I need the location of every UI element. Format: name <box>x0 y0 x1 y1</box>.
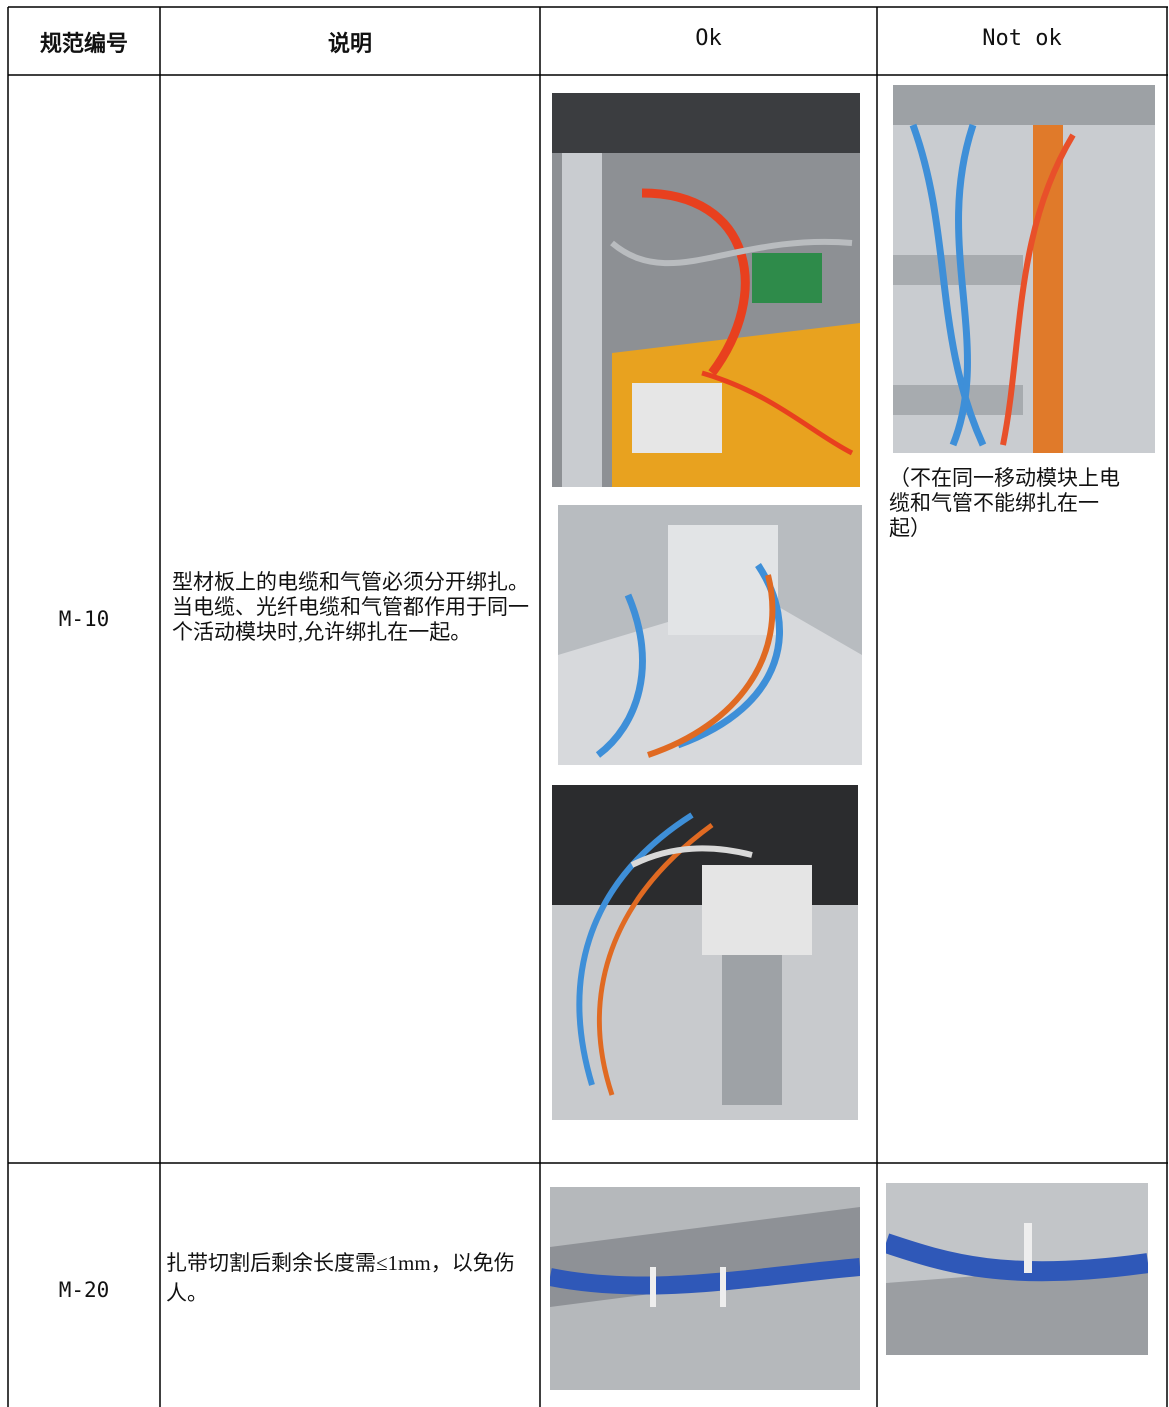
not-ok-note: （不在同一移动模块上电缆和气管不能绑扎在一起） <box>889 466 1120 540</box>
photo-ok <box>558 505 862 765</box>
photo-ok <box>552 93 860 487</box>
header-cell: Ok <box>695 26 722 51</box>
photo-not-ok <box>886 1183 1148 1355</box>
rule-description: 扎带切割后剩余长度需≤1mm，以免伤人。 <box>166 1251 515 1305</box>
header-cell: 说明 <box>327 31 372 56</box>
photo-not-ok <box>893 85 1155 453</box>
header-cell: 规范编号 <box>39 31 128 56</box>
header-cell: Not ok <box>982 26 1062 51</box>
rule-id: M-20 <box>58 1278 110 1302</box>
rule-id: M-10 <box>58 607 110 631</box>
photo-ok <box>552 785 858 1120</box>
photo-ok <box>550 1187 860 1390</box>
rule-description: 型材板上的电缆和气管必须分开绑扎。当电缆、光纤电缆和气管都作用于同一个活动模块时… <box>172 570 529 644</box>
